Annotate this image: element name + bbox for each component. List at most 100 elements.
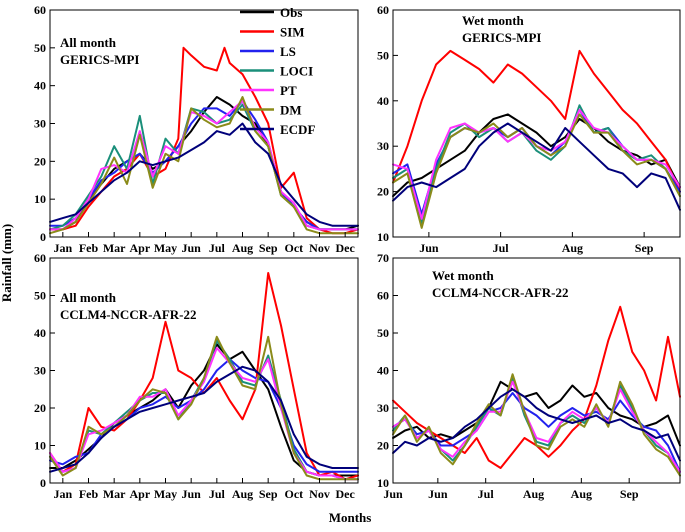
x-tick-label: Sep	[635, 241, 654, 255]
panel-title-line1: Wet month	[432, 268, 495, 283]
x-tick-label: Aug	[232, 487, 253, 501]
y-tick-label: 30	[377, 401, 389, 415]
x-tick-label: Jun	[383, 487, 403, 501]
series-line-obs	[392, 380, 681, 447]
plot-frame	[392, 9, 681, 238]
y-tick-label: 30	[34, 117, 46, 131]
x-tick-label: Jun	[181, 487, 201, 501]
y-tick-label: 20	[377, 185, 389, 199]
series-line-ls	[49, 99, 359, 231]
y-tick-label: 50	[377, 326, 389, 340]
x-tick-label: May	[154, 241, 177, 255]
y-tick-label: 50	[34, 41, 46, 55]
x-tick-label: Dec	[336, 487, 356, 501]
legend-label-dm: DM	[280, 103, 302, 118]
x-tick-label: Nov	[309, 487, 330, 501]
series-line-obs	[49, 343, 359, 477]
x-tick-label: Jul	[209, 241, 226, 255]
panel-2: 10 20 30 40 50 60 Jun Jul Aug Sep Wet month GERICS-…	[377, 3, 681, 255]
series-line-ecdf	[49, 365, 359, 473]
y-tick-label: 70	[377, 251, 389, 265]
series-line-dm	[392, 113, 681, 229]
x-tick-label: Apr	[129, 241, 150, 255]
legend: Obs SIM LS LOCI PT DM ECDF	[240, 5, 315, 137]
y-tick-label: 40	[377, 94, 389, 108]
series-line-ecdf	[49, 122, 359, 227]
x-axis-label: Months	[329, 510, 372, 525]
x-tick-label: Jul	[478, 487, 495, 501]
y-axis-label: Rainfall (mm)	[0, 224, 14, 302]
x-tick-label: Dec	[336, 241, 356, 255]
y-tick-label: 20	[34, 401, 46, 415]
x-tick-label: Feb	[79, 241, 99, 255]
series-line-dm	[49, 335, 359, 481]
x-tick-label: Apr	[129, 487, 150, 501]
x-tick-label: Sep	[259, 241, 278, 255]
series-line-pt	[49, 99, 359, 231]
panel-title-line2: GERICS-MPI	[60, 52, 139, 67]
y-tick-label: 60	[377, 3, 389, 17]
series-line-ecdf	[392, 388, 681, 462]
y-tick-label: 20	[34, 154, 46, 168]
x-tick-label: Oct	[285, 487, 304, 501]
x-tick-label: Jun	[419, 241, 439, 255]
x-tick-label: Jul	[493, 241, 510, 255]
y-tick-label: 60	[377, 289, 389, 303]
x-tick-label: Aug	[562, 241, 583, 255]
y-tick-label: 10	[377, 230, 389, 244]
panel-3: 0 10 20 30 40 50 60 Jan Feb Mar Apr May Jun Jul Aug Sep…	[34, 251, 359, 501]
y-tick-label: 10	[34, 439, 46, 453]
x-tick-label: Aug	[571, 487, 592, 501]
series-line-dm	[49, 96, 359, 235]
series-line-sim	[392, 49, 681, 193]
y-tick-label: 50	[377, 48, 389, 62]
series-line-loci	[49, 339, 359, 481]
x-tick-label: Mar	[103, 487, 126, 501]
x-tick-label: Aug	[232, 241, 253, 255]
panel-4: 10 20 30 40 50 60 70 Jun Jun Jul Aug Aug Sep Wet mont…	[377, 251, 681, 501]
legend-label-pt: PT	[280, 83, 297, 98]
y-tick-label: 40	[34, 326, 46, 340]
series-line-dm	[392, 373, 681, 477]
x-tick-label: Sep	[620, 487, 639, 501]
y-tick-label: 30	[34, 364, 46, 378]
x-tick-label: Aug	[523, 487, 544, 501]
panel-title-line1: Wet month	[462, 13, 525, 28]
x-tick-label: Oct	[285, 241, 304, 255]
panel-title-line2: GERICS-MPI	[462, 30, 541, 45]
y-tick-label: 0	[40, 230, 46, 244]
legend-label-ecdf: ECDF	[280, 122, 315, 137]
y-tick-label: 60	[34, 3, 46, 17]
y-tick-label: 0	[40, 476, 46, 490]
y-tick-label: 40	[34, 79, 46, 93]
x-tick-label: Feb	[79, 487, 99, 501]
panel-title-line1: All month	[60, 290, 117, 305]
legend-label-loci: LOCI	[280, 64, 313, 79]
y-tick-label: 40	[377, 364, 389, 378]
panel-1: 0 10 20 30 40 50 60 Jan Feb Mar Apr May Jun Jul Aug Sep…	[34, 3, 359, 255]
series-line-ls	[392, 392, 681, 473]
panel-title-line1: All month	[60, 35, 117, 50]
y-tick-label: 50	[34, 289, 46, 303]
x-tick-label: Jun	[428, 487, 448, 501]
y-tick-label: 30	[377, 139, 389, 153]
panel-title-line2: CCLM4-NCCR-AFR-22	[432, 285, 568, 300]
legend-label-sim: SIM	[280, 25, 305, 40]
x-tick-label: Jan	[53, 241, 72, 255]
panel-title-line2: CCLM4-NCCR-AFR-22	[60, 307, 196, 322]
y-tick-label: 20	[377, 439, 389, 453]
x-tick-label: Mar	[103, 241, 126, 255]
x-tick-label: Nov	[309, 241, 330, 255]
x-tick-label: May	[154, 487, 177, 501]
series-line-ecdf	[392, 122, 681, 211]
legend-label-ls: LS	[280, 44, 296, 59]
y-tick-label: 10	[34, 192, 46, 206]
series-line-loci	[392, 104, 681, 225]
y-tick-label: 10	[377, 476, 389, 490]
series-line-obs	[392, 113, 681, 198]
series-line-pt	[49, 347, 359, 481]
y-tick-label: 60	[34, 251, 46, 265]
series-line-pt	[392, 380, 681, 473]
